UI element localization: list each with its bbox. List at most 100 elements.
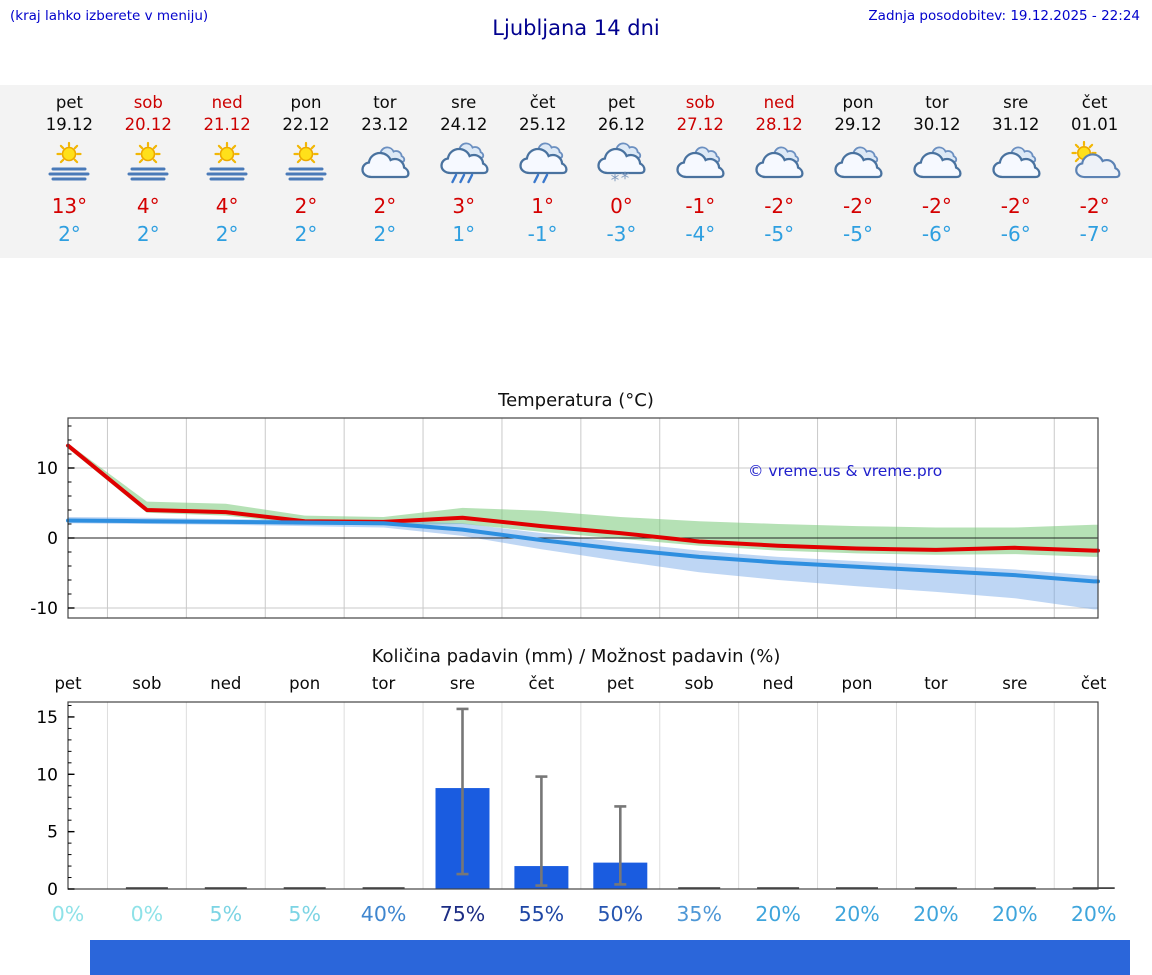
day-date: 22.12 (282, 115, 330, 134)
max-temperature: -2° (843, 194, 873, 218)
precip-probability: 0% (51, 902, 85, 926)
min-temperature: 1° (452, 222, 476, 246)
forecast-day-column[interactable]: čet 01.01 -2° -7° (1055, 85, 1134, 258)
svg-text:*: * (621, 169, 630, 185)
day-date: 24.12 (440, 115, 488, 134)
precip-day-label: sob (684, 674, 714, 693)
precip-probability: 20% (834, 902, 880, 926)
precip-day-label: sre (449, 674, 476, 693)
min-temperature: 2° (373, 222, 397, 246)
day-name: pon (842, 93, 874, 112)
min-temperature: -5° (843, 222, 873, 246)
day-date: 25.12 (518, 115, 567, 134)
precip-probability: 0% (130, 902, 164, 926)
max-temperature: 0° (610, 194, 633, 218)
bottom-banner[interactable] (90, 940, 1130, 975)
precip-probability: 20% (992, 902, 1038, 926)
min-temperature: 2° (58, 222, 81, 246)
snow-icon: * * (582, 136, 661, 190)
forecast-day-column[interactable]: sob 27.12 -1° -4° (661, 85, 740, 258)
min-temperature: -4° (685, 222, 716, 246)
min-temperature: -1° (527, 222, 558, 246)
cloudy-icon (345, 136, 424, 190)
svg-text:5: 5 (47, 823, 58, 843)
max-temperature: -2° (1000, 194, 1031, 218)
day-name: sre (451, 93, 477, 112)
forecast-strip: pet 19.12 13° 2° sob 20.12 4° 2° ned 21.… (0, 85, 1152, 258)
precip-day-label: tor (371, 674, 396, 693)
day-date: 26.12 (597, 115, 646, 134)
max-temperature: 1° (531, 194, 554, 218)
day-name: tor (925, 93, 949, 112)
max-temperature: -2° (1079, 194, 1110, 218)
precip-day-label: ned (762, 674, 794, 693)
day-date: 28.12 (755, 115, 803, 134)
day-name: sob (133, 93, 163, 112)
precip-day-label: čet (1080, 674, 1107, 693)
min-temperature: -6° (921, 222, 952, 246)
precip-day-label: pon (289, 674, 321, 693)
svg-text:0: 0 (47, 880, 58, 900)
forecast-day-column[interactable]: sre 24.12 3° 1° (424, 85, 503, 258)
forecast-day-row: pet 19.12 13° 2° sob 20.12 4° 2° ned 21.… (30, 85, 1134, 258)
day-name: čet (529, 93, 556, 112)
day-name: pon (290, 93, 322, 112)
forecast-day-column[interactable]: ned 21.12 4° 2° (188, 85, 267, 258)
day-date: 19.12 (45, 115, 94, 134)
min-temperature: -7° (1079, 222, 1110, 246)
precip-day-label: ned (210, 674, 242, 693)
min-temperature: -3° (606, 222, 637, 246)
forecast-day-column[interactable]: tor 23.12 2° 2° (345, 85, 424, 258)
forecast-day-column[interactable]: ned 28.12 -2° -5° (740, 85, 819, 258)
forecast-day-column[interactable]: pon 22.12 2° 2° (267, 85, 346, 258)
forecast-day-column[interactable]: čet 25.12 1° -1° (503, 85, 582, 258)
forecast-day-column[interactable]: pet 26.12 * * 0° -3° (582, 85, 661, 258)
day-name: čet (1081, 93, 1108, 112)
forecast-day-column[interactable]: sob 20.12 4° 2° (109, 85, 188, 258)
precip-day-label-row: pet sob ned pon tor sre čet pet sob ned pon tor sre č… (0, 674, 1152, 702)
min-temperature: 2° (136, 222, 160, 246)
rain-icon (503, 136, 582, 190)
precip-day-label: tor (924, 674, 948, 693)
day-date: 20.12 (124, 115, 172, 134)
page-title: Ljubljana 14 dni (492, 16, 660, 40)
precip-probability: 20% (755, 902, 801, 926)
precip-probability: 55% (518, 902, 565, 926)
svg-text:10: 10 (36, 459, 58, 479)
svg-text:*: * (611, 171, 620, 185)
precip-day-label: pet (54, 674, 82, 693)
copyright-watermark: © vreme.us & vreme.pro (748, 462, 943, 480)
min-temperature: 2° (215, 222, 239, 246)
sun-fog-icon (267, 136, 346, 190)
precip-probability: 20% (1070, 902, 1117, 926)
forecast-day-column[interactable]: tor 30.12 -2° -6° (897, 85, 976, 258)
forecast-day-column[interactable]: pon 29.12 -2° -5° (819, 85, 898, 258)
day-name: ned (211, 93, 243, 112)
sun-fog-icon (188, 136, 267, 190)
precip-day-label: čet (528, 674, 555, 693)
forecast-day-column[interactable]: pet 19.12 13° 2° (30, 85, 109, 258)
svg-text:0: 0 (47, 529, 58, 549)
cloudy-icon (976, 136, 1055, 190)
svg-text:15: 15 (36, 708, 58, 728)
day-name: pet (55, 93, 83, 112)
day-date: 01.01 (1070, 115, 1119, 134)
precipitation-chart-title: Količina padavin (mm) / Možnost padavin … (371, 646, 781, 667)
day-date: 30.12 (913, 115, 961, 134)
temperature-chart: 10 0 -10 (30, 417, 1100, 619)
location-hint: (kraj lahko izberete v meniju) (10, 8, 209, 24)
temperature-chart-title: Temperatura (°C) (498, 390, 654, 411)
precip-day-label: sob (132, 674, 162, 693)
svg-text:-10: -10 (30, 599, 58, 619)
precip-percent-row: 0% 0% 5% 5% 40% 75% 55% 50% 35% 20% 20% 20% 20% 20% (0, 902, 1152, 930)
rain-heavy-icon (424, 136, 503, 190)
forecast-day-column[interactable]: sre 31.12 -2° -6° (976, 85, 1055, 258)
max-temperature: 4° (215, 194, 239, 218)
precip-day-label: pon (841, 674, 873, 693)
precip-probability: 40% (360, 902, 407, 926)
svg-text:10: 10 (36, 765, 58, 785)
precip-probability: 20% (913, 902, 959, 926)
max-temperature: 2° (373, 194, 397, 218)
precip-probability: 5% (288, 902, 321, 926)
max-temperature: 4° (136, 194, 160, 218)
